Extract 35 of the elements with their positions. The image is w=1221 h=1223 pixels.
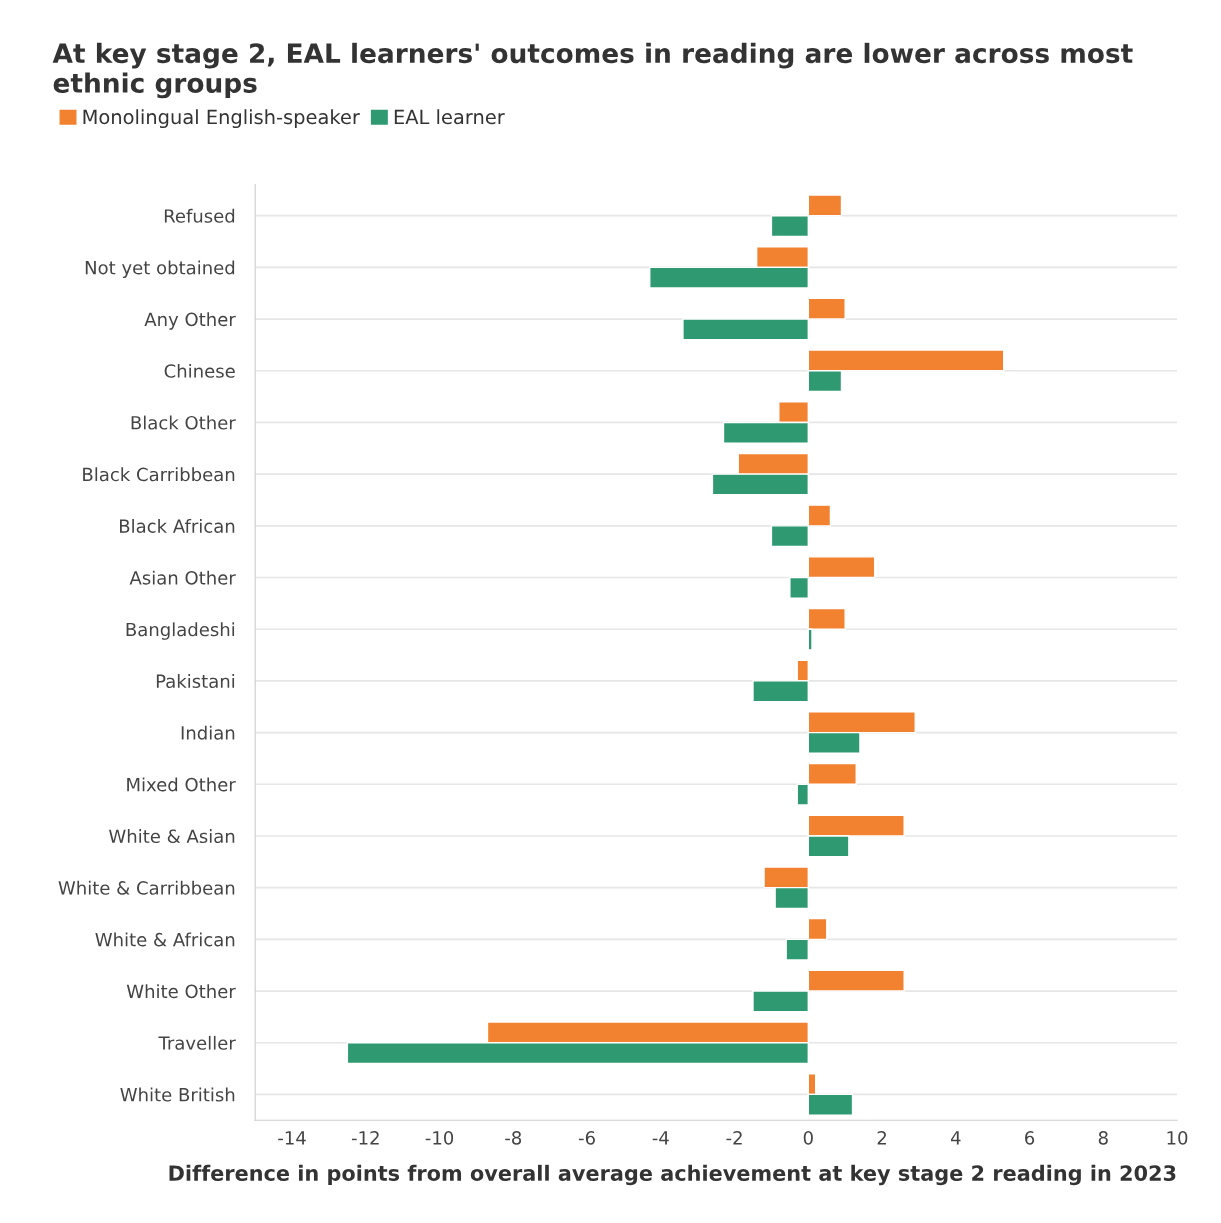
x-tick-label: 0	[803, 1131, 813, 1145]
y-tick-label: Bangladeshi	[126, 622, 235, 640]
x-tick-label: 8	[1098, 1131, 1108, 1145]
x-tick-label: -12	[351, 1131, 379, 1145]
y-tick-label: Black Other	[131, 415, 236, 430]
y-tick-label: Mixed Other	[127, 777, 236, 792]
y-tick-label: Traveller	[158, 1035, 236, 1050]
x-axis-title: Difference in points from overall average achievement at key stage 2 reading in 2023	[169, 1164, 1176, 1186]
y-tick-label: Chinese	[164, 363, 235, 378]
x-tick-label: -4	[652, 1131, 669, 1145]
x-tick-label: 2	[877, 1131, 886, 1145]
y-tick-label: White Other	[126, 984, 236, 999]
x-tick-label: 10	[1167, 1131, 1188, 1145]
legend-label: EAL learner	[394, 109, 505, 125]
x-tick-label: 4	[950, 1131, 961, 1145]
y-tick-label: Black African	[120, 518, 235, 533]
y-tick-label: Not yet obtained	[85, 260, 235, 278]
y-tick-label: Any Other	[144, 312, 236, 330]
x-tick-label: -10	[425, 1131, 454, 1145]
chart-title: At key stage 2, EAL learners' outcomes in reading are lower across most ethnic groups	[52, 42, 1133, 99]
y-tick-label: White & Carribbean	[58, 880, 235, 895]
y-tick-label: Black Carribbean	[83, 467, 235, 482]
y-tick-label: White British	[120, 1087, 235, 1102]
y-tick-label: Asian Other	[129, 570, 236, 585]
x-tick-label: -8	[505, 1131, 522, 1145]
y-tick-label: White & Asian	[109, 829, 235, 844]
x-tick-label: -6	[578, 1131, 595, 1145]
x-tick-label: 6	[1025, 1131, 1035, 1145]
y-tick-label: White & African	[95, 932, 235, 947]
x-tick-label: -2	[726, 1131, 742, 1145]
x-tick-label: -14	[278, 1131, 306, 1145]
y-tick-label: Pakistani	[156, 674, 235, 689]
legend-label: Monolingual English-speaker	[83, 109, 360, 129]
y-tick-label: Indian	[181, 725, 235, 740]
y-tick-label: Refused	[164, 208, 235, 223]
